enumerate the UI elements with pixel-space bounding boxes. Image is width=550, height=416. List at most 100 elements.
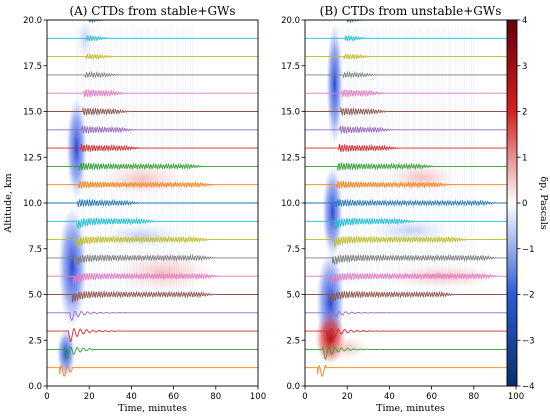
colorbar-tick-label: −2 xyxy=(522,291,535,301)
x-tick-label: 40 xyxy=(384,392,395,402)
y-tick-label: 7.5 xyxy=(28,245,42,255)
blue-region xyxy=(326,24,343,145)
x-tick-label: 80 xyxy=(210,392,221,402)
colorbar-tick-label: 4 xyxy=(522,16,527,26)
lavender-region xyxy=(370,218,451,243)
trace-6km xyxy=(47,271,258,286)
trace-6km xyxy=(305,271,516,286)
colorbar-gradient xyxy=(507,20,517,386)
x-tick-label: 20 xyxy=(342,392,353,402)
x-tick-label: 0 xyxy=(44,392,49,402)
trace-13km xyxy=(305,143,516,153)
trace-12km xyxy=(305,162,516,171)
trace-8km xyxy=(47,235,258,248)
y-tick-label: 12.5 xyxy=(23,153,42,163)
panel-b-x-ticks: 0 20 40 60 80 100 xyxy=(302,386,524,402)
colorbar-tick-label: 2 xyxy=(522,108,527,118)
trace-17km xyxy=(305,70,516,79)
trace-1km xyxy=(305,364,516,378)
trace-19km xyxy=(47,34,258,42)
x-tick-label: 40 xyxy=(126,392,137,402)
trace-10km xyxy=(305,198,516,208)
trace-7km xyxy=(305,253,516,265)
trace-20km xyxy=(305,20,516,24)
colorbar-tick-label: 3 xyxy=(522,62,527,72)
colorbar-ticks: 4 3 2 1 0 −1 −2 −3 −4 xyxy=(517,16,535,392)
trace-14km xyxy=(305,125,516,134)
colorbar-tick-label: −1 xyxy=(522,245,535,255)
panel-a-traces xyxy=(47,20,258,378)
y-tick-label: 20.0 xyxy=(281,16,300,26)
x-tick-label: 20 xyxy=(84,392,95,402)
panel-b-plot-area xyxy=(305,20,516,378)
red-region xyxy=(327,335,368,360)
trace-18km xyxy=(47,52,258,61)
y-tick-label: 10.0 xyxy=(23,199,42,209)
trace-9km xyxy=(305,217,516,230)
x-tick-label: 60 xyxy=(168,392,179,402)
y-tick-label: 2.5 xyxy=(286,336,300,346)
trace-15km xyxy=(47,107,258,116)
panel-b-y-ticks: 0.0 2.5 5.0 7.5 10.0 12.5 15.0 17.5 20.0 xyxy=(281,16,305,392)
trace-10km xyxy=(47,198,258,208)
trace-20km xyxy=(47,20,258,24)
pink-region xyxy=(101,163,182,196)
panel-b-x-label: Time, minutes xyxy=(376,403,445,414)
y-tick-label: 0.0 xyxy=(28,382,42,392)
pink-region xyxy=(113,252,214,293)
y-tick-label: 2.5 xyxy=(28,336,42,346)
colorbar-tick-label: −3 xyxy=(522,336,535,346)
y-tick-label: 12.5 xyxy=(281,153,300,163)
trace-16km xyxy=(47,89,258,98)
trace-19km xyxy=(305,34,516,42)
panel-a-x-label: Time, minutes xyxy=(118,403,187,414)
y-tick-label: 20.0 xyxy=(23,16,42,26)
panel-b: (B) CTDs from unstable+GWs 0 20 40 60 80 100 … xyxy=(281,4,524,414)
x-tick-label: 100 xyxy=(250,392,266,402)
lavender-region xyxy=(101,223,182,248)
blue-region xyxy=(76,20,93,59)
trace-3km xyxy=(47,327,258,343)
y-tick-label: 17.5 xyxy=(281,62,300,72)
trace-8km xyxy=(305,235,516,248)
trace-18km xyxy=(305,52,516,61)
panel-a-y-ticks: 0.0 2.5 5.0 7.5 10.0 12.5 15.0 17.5 20.0 xyxy=(23,16,47,392)
panel-a-title: (A) CTDs from stable+GWs xyxy=(69,4,235,18)
trace-17km xyxy=(47,70,258,79)
y-tick-label: 0.0 xyxy=(286,382,300,392)
trace-12km xyxy=(47,162,258,171)
trace-5km xyxy=(305,290,516,303)
x-tick-label: 0 xyxy=(302,392,307,402)
trace-15km xyxy=(305,107,516,116)
x-tick-label: 60 xyxy=(426,392,437,402)
colorbar-tick-label: 1 xyxy=(522,153,527,163)
colorbar: 4 3 2 1 0 −1 −2 −3 −4 δp, Pascals xyxy=(506,16,549,392)
y-tick-label: 15.0 xyxy=(23,108,42,118)
y-tick-label: 17.5 xyxy=(23,62,42,72)
y-tick-label: 15.0 xyxy=(281,108,300,118)
y-tick-label: 7.5 xyxy=(286,245,300,255)
panel-a-plot-area xyxy=(47,20,258,378)
panel-a-x-ticks: 0 20 40 60 80 100 xyxy=(44,386,266,402)
colorbar-tick-label: −4 xyxy=(522,382,535,392)
trace-5km xyxy=(47,290,258,303)
y-tick-label: 5.0 xyxy=(28,291,42,301)
deep-blue-region xyxy=(322,166,343,259)
trace-4km xyxy=(47,310,258,322)
panel-a-y-label: Altitude, km xyxy=(3,173,14,233)
y-tick-label: 5.0 xyxy=(286,291,300,301)
panel-b-traces xyxy=(305,20,516,378)
panel-a: (A) CTDs from stable+GWs 0 20 40 60 80 100 0.… xyxy=(3,4,266,414)
trace-7km xyxy=(47,253,258,265)
trace-16km xyxy=(305,89,516,98)
trace-2km xyxy=(305,346,516,360)
trace-4km xyxy=(305,310,516,322)
trace-13km xyxy=(47,143,258,153)
trace-14km xyxy=(47,125,258,134)
panel-a-pressure-heatmap xyxy=(56,20,214,378)
trace-2km xyxy=(47,346,258,360)
x-tick-label: 100 xyxy=(508,392,524,402)
trace-9km xyxy=(47,217,258,230)
panel-b-wave-stripes xyxy=(334,27,475,286)
